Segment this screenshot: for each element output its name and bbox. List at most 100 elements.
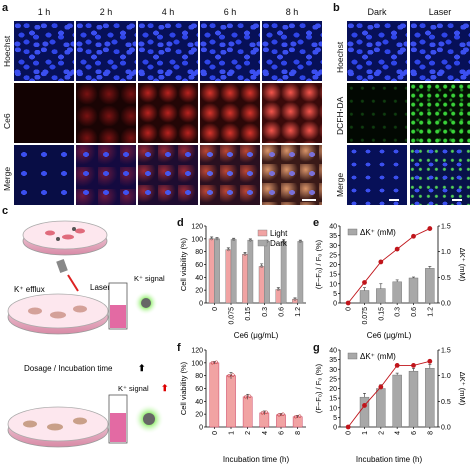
panel-a-column-title: 1 h (37, 7, 51, 17)
panel-a-column-title: 6 h (223, 7, 237, 17)
data-point (226, 248, 230, 252)
line-point (427, 226, 433, 231)
y-tick-label: 30 (329, 243, 337, 250)
y-tick-label: 40 (195, 275, 203, 282)
bar-light (258, 266, 265, 304)
panel-label-a: a (2, 2, 9, 14)
x-tick-label: 1.2 (427, 307, 434, 317)
data-point (264, 410, 268, 414)
y2-tick-label: 1.5 (441, 224, 451, 231)
scale-bar (389, 199, 399, 201)
laser-beam-icon (56, 258, 79, 292)
x-tick-label: 0.3 (262, 307, 269, 317)
line-point (427, 358, 433, 364)
chart-g-fluorescence-time: 0 5 10 15 20 25 30 35 40 0 1 2 4 6 8 Incubation time (h… (314, 348, 467, 465)
y-tick-label: 40 (195, 399, 203, 406)
legend-swatch (347, 352, 358, 360)
panel-label-c: c (2, 205, 9, 217)
microscopy-tile (262, 83, 322, 143)
y-tick-label: 40 (329, 224, 337, 231)
panel-a-row-title: Merge (2, 166, 12, 191)
legend-label: Light (270, 229, 288, 238)
x-axis-title: Ce6 (μg/mL) (234, 331, 279, 340)
petri-dish-top (22, 220, 108, 256)
y-tick-label: 10 (329, 405, 337, 412)
y-tick-label: 5 (333, 291, 337, 298)
y-tick-label: 100 (191, 360, 203, 367)
y2-axis-title: ΔK⁺ (mM) (458, 372, 467, 406)
bar-dark (280, 241, 287, 304)
microscopy-tile (14, 145, 74, 205)
x-tick-label: 0.6 (279, 307, 286, 317)
x-tick-label: 0.15 (378, 307, 385, 321)
data-point (231, 373, 235, 377)
dosage-label: Dosage / Incubation time (24, 364, 113, 373)
y2-tick-label: 0.0 (441, 301, 451, 308)
data-point (243, 252, 247, 256)
bar-light (208, 238, 215, 304)
microscopy-tile (200, 145, 260, 205)
line-point (394, 363, 400, 368)
y-tick-label: 35 (329, 357, 337, 364)
bar-light (242, 254, 248, 304)
chart-f-cell-viability-time: 0 20 40 60 80 100 120 0 1 2 4 6 8 Incubation time (h)… (179, 348, 306, 464)
y-axis-title: Cell viability (%) (179, 237, 188, 291)
panel-label-e: e (313, 217, 320, 229)
line-point (345, 424, 351, 430)
data-point (248, 394, 252, 398)
red-up-arrow-icon: ⬆ (161, 383, 169, 393)
x-tick-label: 0 (212, 431, 219, 435)
y-tick-label: 0 (333, 425, 337, 432)
panel-b-row-title: Merge (335, 172, 345, 197)
y-tick-label: 80 (195, 373, 203, 380)
bar (359, 290, 370, 304)
y-tick-label: 5 (333, 415, 337, 422)
scale-bar (302, 199, 316, 201)
petri-dish-middle (7, 293, 109, 335)
data-point (248, 238, 252, 242)
y-tick-label: 10 (329, 281, 337, 288)
panel-label-b: b (333, 2, 340, 14)
cuvette-top (108, 282, 158, 330)
data-point (260, 411, 264, 415)
bar (276, 414, 286, 428)
k-efflux-label: K⁺ efflux (14, 285, 45, 294)
y2-tick-label: 0.5 (441, 399, 451, 406)
panel-b-row-title: Hoechst (335, 41, 345, 73)
legend-swatch (257, 229, 268, 237)
k-signal-label: K⁺ signal (134, 274, 165, 283)
panel-b-row-title: DCFH-DA (335, 96, 345, 135)
line-point (394, 246, 400, 252)
x-tick-label: 1 (229, 431, 236, 435)
y-tick-label: 120 (191, 348, 203, 355)
bar (209, 362, 220, 428)
bar (292, 416, 303, 428)
y-tick-label: 30 (329, 367, 337, 374)
legend-label: ΔK⁺ (mM) (360, 352, 396, 361)
panel-b-column-title: Laser (428, 7, 452, 17)
x-tick-label: 0.15 (245, 307, 252, 321)
microscopy-tile (138, 145, 198, 205)
chart-e-fluorescence-ce6: 0 5 10 15 20 25 30 35 40 0 0.075 0.15 0.3 0.6 1.2 Ce6 (… (314, 224, 467, 341)
line-point (411, 233, 416, 239)
x-tick-label: 4 (395, 431, 402, 435)
x-axis-title: Incubation time (h) (223, 455, 290, 464)
y-tick-label: 0 (333, 301, 337, 308)
laser-label: Laser (90, 283, 110, 292)
y2-tick-label: 1.5 (441, 348, 451, 355)
data-point (260, 264, 264, 268)
microscopy-tile (347, 145, 407, 205)
line-series (347, 360, 430, 428)
data-point (210, 361, 214, 365)
y-tick-label: 20 (195, 288, 203, 295)
bar (408, 370, 419, 428)
x-tick-label: 2 (245, 431, 252, 435)
microscopy-tile (200, 21, 260, 81)
data-point (282, 239, 286, 243)
bar (392, 281, 402, 304)
panel-label-d: d (177, 217, 184, 229)
bar-dark (264, 241, 270, 304)
data-point (298, 239, 302, 243)
microscopy-tile (410, 21, 470, 81)
panel-label-f: f (177, 342, 181, 354)
